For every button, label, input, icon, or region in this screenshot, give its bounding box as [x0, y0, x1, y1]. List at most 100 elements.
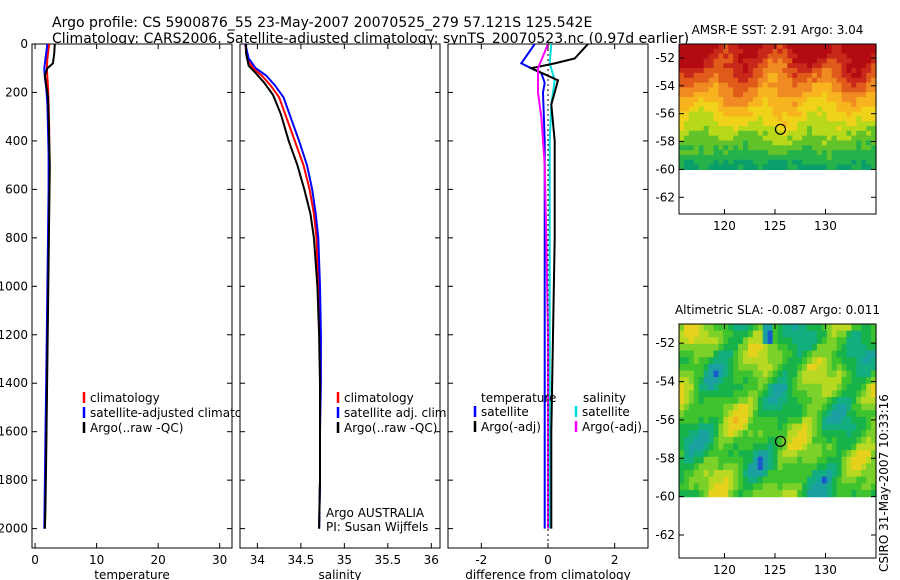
sst-cell — [703, 164, 710, 171]
sla-cell — [787, 476, 793, 484]
sla-cell — [816, 370, 823, 378]
sla-cell — [752, 357, 759, 365]
sst-cell — [821, 68, 828, 74]
sla-cell — [782, 410, 788, 418]
sla-cell — [762, 470, 769, 478]
sla-cell — [679, 489, 685, 498]
sla-cell — [683, 456, 690, 465]
sla-cell — [767, 456, 774, 465]
sla-cell — [723, 337, 729, 345]
sla-cell — [713, 397, 719, 405]
sla-cell — [861, 403, 867, 411]
sla-cell — [787, 350, 793, 358]
sst-cell — [811, 111, 818, 117]
temperature-ytick-label: 1600 — [0, 425, 28, 439]
sst-cell — [831, 111, 838, 117]
sst-cell — [679, 121, 685, 127]
sst-cell — [821, 92, 828, 98]
sst-cell — [871, 82, 877, 89]
sst-cell — [851, 58, 857, 64]
sla-cell — [733, 456, 739, 465]
sla-cell — [802, 456, 808, 465]
sla-cell — [821, 430, 828, 438]
sst-cell — [846, 53, 852, 60]
temperature-ytick-label: 800 — [5, 231, 28, 245]
sla-cell — [821, 423, 828, 431]
sst-cell — [851, 97, 857, 103]
sla-cell — [688, 483, 695, 491]
sst-cell — [693, 63, 700, 69]
sla-cell — [718, 403, 724, 411]
sla-cell — [816, 483, 823, 491]
sst-cell — [743, 126, 749, 132]
sst-cell — [821, 53, 828, 60]
sla-cell — [757, 350, 764, 358]
sst-cell — [683, 58, 690, 64]
sla-cell — [826, 483, 833, 491]
sla-cell — [738, 383, 744, 391]
sst-cell — [762, 68, 769, 74]
sla-cell — [738, 456, 744, 465]
sst-cell — [708, 58, 715, 64]
sla-cell — [787, 383, 793, 391]
sla-cell — [703, 357, 710, 365]
sla-cell — [723, 410, 729, 418]
sst-cell — [683, 68, 690, 74]
sla-cell — [831, 363, 838, 372]
sst-cell — [747, 126, 754, 132]
sla-cell — [738, 363, 744, 372]
sla-cell — [738, 403, 744, 411]
sst-cell — [698, 116, 705, 122]
sst-cell — [728, 44, 734, 50]
sla-cell — [703, 343, 710, 352]
sst-cell — [866, 87, 872, 93]
sst-cell — [679, 48, 685, 55]
sst-cell — [821, 111, 828, 117]
sst-cell — [693, 140, 700, 146]
sla-cell — [821, 350, 828, 358]
sst-cell — [762, 121, 769, 127]
sst-cell — [861, 111, 867, 117]
sst-cell — [787, 106, 793, 113]
sla-cell — [807, 443, 813, 451]
sst-cell — [752, 145, 759, 151]
sla-cell — [738, 483, 744, 491]
sst-cell — [698, 101, 705, 108]
sla-cell — [782, 423, 788, 431]
sla-cell — [723, 423, 729, 431]
sla-cell — [792, 390, 798, 398]
sla-cell — [777, 423, 784, 431]
sla-cell — [811, 463, 818, 471]
sla-cell — [841, 337, 848, 345]
sst-cell — [708, 44, 715, 50]
sla-cell — [821, 337, 828, 345]
sla-cell — [772, 483, 779, 491]
sla-ytick-label: -58 — [655, 451, 675, 465]
sst-cell — [733, 106, 739, 113]
sst-cell — [777, 154, 784, 161]
sla-cell — [856, 350, 862, 358]
sla-cell — [718, 430, 724, 438]
sla-cell — [688, 383, 695, 391]
sla-cell — [767, 483, 774, 491]
sst-cell — [831, 135, 838, 142]
sst-cell — [856, 111, 862, 117]
sst-cell — [723, 82, 729, 89]
sla-cell — [762, 343, 769, 352]
sst-cell — [723, 44, 729, 50]
sla-ytick-label: -52 — [655, 336, 675, 350]
sst-cell — [703, 145, 710, 151]
sla-cell — [866, 403, 872, 411]
sst-cell — [738, 97, 744, 103]
sst-cell — [693, 154, 700, 161]
sla-cell — [861, 410, 867, 418]
sst-cell — [861, 159, 867, 166]
sla-cell — [802, 337, 808, 345]
difference-series-salinity-satellite — [548, 44, 556, 529]
sst-cell — [856, 97, 862, 103]
sla-cell — [713, 357, 719, 365]
sst-cell — [743, 58, 749, 64]
sla-cell — [757, 483, 764, 491]
sst-cell — [792, 154, 798, 161]
sla-cell — [718, 489, 724, 498]
